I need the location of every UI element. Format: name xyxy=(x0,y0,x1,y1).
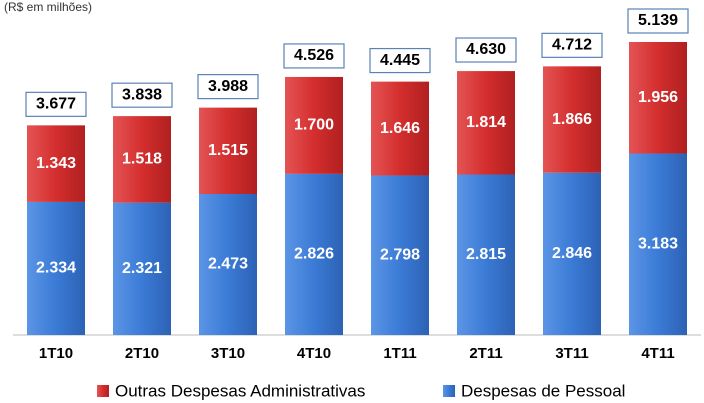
value-label: 2.473 xyxy=(208,256,248,273)
legend-label: Outras Despesas Administrativas xyxy=(115,381,365,400)
bar-segment xyxy=(113,202,171,335)
total-label: 4.445 xyxy=(380,52,420,69)
x-tick-label: 1T10 xyxy=(39,345,73,362)
bar-segment xyxy=(285,76,343,174)
value-label: 1.518 xyxy=(122,151,162,168)
x-tick-label: 3T10 xyxy=(211,345,245,362)
legend-swatch xyxy=(97,385,109,397)
total-label: 3.838 xyxy=(122,86,162,103)
value-label: 2.334 xyxy=(36,260,76,277)
bar-segment xyxy=(457,174,515,335)
total-box xyxy=(197,74,259,100)
total-box xyxy=(25,91,87,117)
bar-segment xyxy=(371,175,429,335)
total-box xyxy=(455,37,517,63)
value-label: 1.646 xyxy=(380,120,420,137)
bar-segment xyxy=(629,153,687,335)
bar-segment xyxy=(629,42,687,154)
total-box xyxy=(541,32,603,58)
x-tick-label: 4T11 xyxy=(641,345,674,362)
bar-segment xyxy=(285,173,343,335)
value-label: 1.343 xyxy=(36,155,76,172)
total-box xyxy=(627,8,689,34)
value-label: 1.814 xyxy=(466,114,506,131)
value-label: 2.798 xyxy=(380,246,420,263)
total-label: 4.712 xyxy=(552,37,592,54)
total-label: 4.630 xyxy=(466,41,506,58)
bar-segment xyxy=(457,71,515,175)
total-label: 4.526 xyxy=(294,47,334,64)
bar-segment xyxy=(199,194,257,335)
x-tick-label: 3T11 xyxy=(555,345,588,362)
total-box xyxy=(111,82,173,108)
total-box xyxy=(369,47,431,74)
value-label: 2.826 xyxy=(294,246,334,263)
bar-segment xyxy=(27,201,85,335)
value-label: 2.846 xyxy=(552,245,592,262)
value-label: 2.321 xyxy=(122,260,162,277)
value-label: 1.700 xyxy=(294,117,334,134)
value-label: 1.515 xyxy=(208,142,248,159)
x-tick-label: 4T10 xyxy=(297,345,331,362)
legend-swatch xyxy=(443,385,455,397)
value-label: 2.815 xyxy=(466,246,506,263)
x-tick-label: 1T11 xyxy=(383,345,416,362)
legend-label: Despesas de Pessoal xyxy=(461,381,625,400)
bar-segment xyxy=(113,116,171,203)
bar-segment xyxy=(543,66,601,173)
bar-segment xyxy=(27,125,85,202)
total-label: 3.988 xyxy=(208,78,248,95)
value-label: 3.183 xyxy=(638,235,678,252)
x-tick-label: 2T10 xyxy=(125,345,159,362)
x-tick-label: 2T11 xyxy=(469,345,502,362)
subtitle: (R$ em milhões) xyxy=(4,0,92,14)
total-label: 3.677 xyxy=(36,96,76,113)
bar-segment xyxy=(371,81,429,176)
total-label: 5.139 xyxy=(638,12,678,29)
total-box xyxy=(283,43,345,69)
bar-segment xyxy=(543,172,601,335)
value-label: 1.866 xyxy=(552,111,592,128)
value-label: 1.956 xyxy=(638,89,678,106)
bar-segment xyxy=(199,107,257,195)
